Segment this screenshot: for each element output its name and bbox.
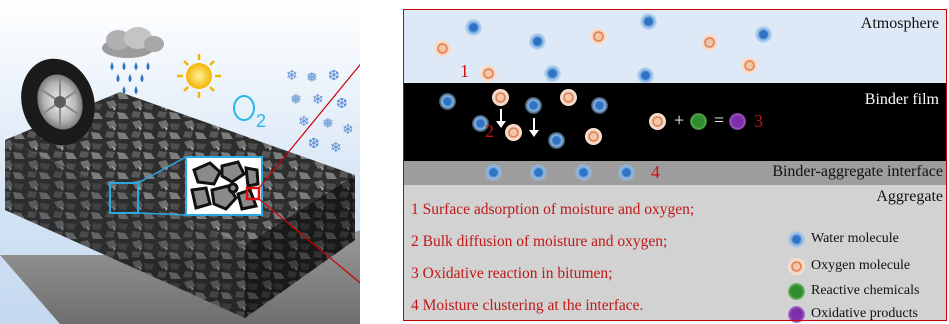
- water-molecule: [530, 164, 547, 181]
- water-molecule: [525, 97, 542, 114]
- step-description: 1 Surface adsorption of moisture and oxy…: [411, 201, 695, 218]
- oxygen-molecule: [434, 40, 451, 57]
- svg-text:❄: ❄: [312, 92, 324, 108]
- water-molecule: [548, 132, 565, 149]
- sun-icon: [177, 54, 221, 98]
- water-molecule: [637, 67, 654, 84]
- legend-oxygen-swatch: [788, 258, 805, 275]
- svg-text:❅: ❅: [322, 116, 334, 132]
- aggregate-zoom-inset: [185, 156, 263, 216]
- mechanism-panel: Atmosphere 1 Binder film 2 + = 3: [403, 9, 947, 323]
- water-molecule: [640, 13, 657, 30]
- svg-text:❆: ❆: [308, 136, 320, 152]
- legend-product-swatch: [788, 306, 805, 323]
- legend-reactive-swatch: [788, 283, 805, 300]
- pavement-right-face: [245, 175, 355, 318]
- oxygen-molecule: [505, 124, 522, 141]
- oxygen-molecule: [560, 89, 577, 106]
- tire: [21, 58, 95, 146]
- water-molecule: [755, 26, 772, 43]
- step-description: 2 Bulk diffusion of moisture and oxygen;: [411, 233, 668, 250]
- oxygen-molecule: [590, 28, 607, 45]
- step-marker-4: 4: [651, 162, 660, 182]
- water-molecule: [485, 164, 502, 181]
- diffusion-arrow: [529, 118, 539, 137]
- oxygen-symbol: 2: [233, 95, 266, 131]
- svg-text:❆: ❆: [328, 68, 340, 84]
- svg-text:❅: ❅: [306, 70, 318, 86]
- rain-cloud-icon: [102, 27, 164, 94]
- reaction-oxygen-molecule: [649, 113, 666, 130]
- legend-reactive-label: Reactive chemicals: [811, 283, 920, 298]
- oxygen-molecule: [585, 128, 602, 145]
- svg-text:❄: ❄: [330, 140, 342, 156]
- oxygen-molecule: [701, 34, 718, 51]
- step-marker-2: 2: [485, 121, 494, 141]
- oxygen-molecule: [741, 57, 758, 74]
- binder-film-zone: Binder film 2 + = 3: [403, 83, 947, 161]
- water-molecule: [591, 97, 608, 114]
- pavement-illustration: 2 ❄ ❅ ❆ ❅ ❄ ❆ ❄ ❅ ❄ ❆ ❄: [0, 0, 360, 324]
- svg-text:❆: ❆: [336, 96, 348, 112]
- sample-highlight-box: [109, 182, 139, 214]
- water-molecule: [472, 115, 489, 132]
- oxidative-product: [729, 113, 746, 130]
- aggregate-label: Aggregate: [876, 188, 943, 205]
- atmosphere-label: Atmosphere: [860, 15, 939, 32]
- legend-oxygen-label: Oxygen molecule: [811, 258, 911, 273]
- step-marker-3: 3: [754, 111, 763, 131]
- oxygen-molecule: [480, 65, 497, 82]
- water-molecule: [544, 65, 561, 82]
- equals-sign: =: [714, 110, 725, 130]
- legend-water-swatch: [788, 231, 805, 248]
- step-description: 3 Oxidative reaction in bitumen;: [411, 265, 613, 282]
- binder-aggregate-interface-zone: 4 Binder-aggregate interface: [403, 161, 947, 185]
- svg-text:❄: ❄: [342, 122, 354, 138]
- aggregate-zone: Aggregate 1 Surface adsorption of moistu…: [403, 185, 947, 323]
- water-molecule: [575, 164, 592, 181]
- legend-product-label: Oxidative products: [811, 306, 918, 321]
- reactive-chemical: [690, 113, 707, 130]
- water-molecule: [529, 33, 546, 50]
- diffusion-arrow: [496, 109, 506, 128]
- legend-water-label: Water molecule: [811, 231, 899, 246]
- plus-sign: +: [674, 110, 685, 130]
- svg-text:❅: ❅: [290, 92, 302, 108]
- atmosphere-zone: Atmosphere 1: [403, 9, 947, 84]
- step-description: 4 Moisture clustering at the interface.: [411, 297, 644, 314]
- oxygen-molecule: [492, 89, 509, 106]
- snowflakes-icon: ❄ ❅ ❆ ❅ ❄ ❆ ❄ ❅ ❄ ❆ ❄: [286, 68, 354, 156]
- interface-label: Binder-aggregate interface: [772, 163, 943, 180]
- water-molecule: [465, 19, 482, 36]
- svg-text:❄: ❄: [298, 114, 310, 130]
- svg-text:2: 2: [256, 111, 266, 131]
- pavement-left-face: [5, 140, 245, 318]
- water-molecule: [439, 93, 456, 110]
- step-marker-1: 1: [460, 61, 469, 81]
- water-molecule: [618, 164, 635, 181]
- binder-film-label: Binder film: [864, 91, 939, 108]
- svg-text:❄: ❄: [286, 68, 298, 84]
